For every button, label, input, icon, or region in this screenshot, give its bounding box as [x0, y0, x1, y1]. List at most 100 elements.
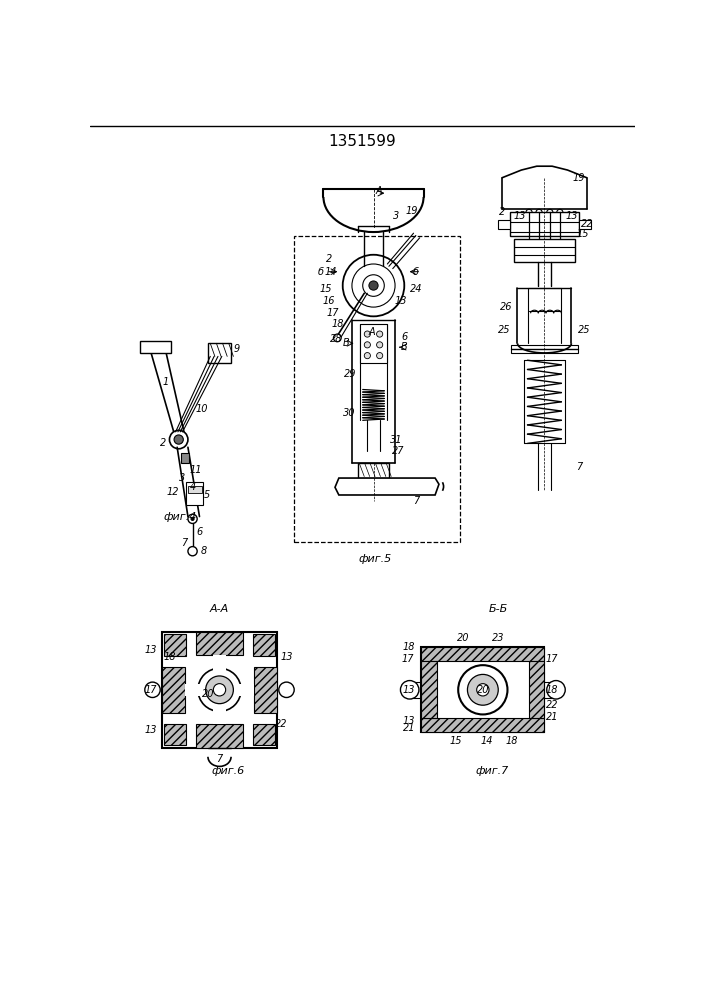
- Text: 19: 19: [573, 173, 585, 183]
- Text: 12: 12: [166, 487, 179, 497]
- Polygon shape: [185, 684, 254, 696]
- Circle shape: [547, 681, 565, 699]
- Bar: [187, 482, 204, 505]
- Text: 16: 16: [322, 296, 335, 306]
- Polygon shape: [253, 724, 275, 745]
- Circle shape: [364, 353, 370, 359]
- Bar: [162, 632, 277, 748]
- Text: 7: 7: [413, 496, 419, 506]
- Polygon shape: [254, 667, 277, 713]
- Text: 5: 5: [204, 490, 210, 500]
- Text: 19: 19: [406, 206, 419, 216]
- Text: 29: 29: [344, 369, 356, 379]
- Bar: [358, 463, 389, 478]
- Text: 22: 22: [580, 219, 593, 229]
- Text: 28: 28: [330, 334, 343, 344]
- Bar: [188, 486, 201, 493]
- Polygon shape: [181, 453, 189, 463]
- Text: 13: 13: [403, 716, 415, 726]
- Text: 22: 22: [546, 700, 559, 710]
- Circle shape: [279, 682, 294, 698]
- Text: 14: 14: [481, 736, 493, 746]
- Text: А-А: А-А: [210, 604, 229, 614]
- Circle shape: [477, 684, 489, 696]
- Bar: [514, 239, 575, 262]
- Text: 1: 1: [163, 377, 169, 387]
- Text: 27: 27: [392, 446, 404, 456]
- Polygon shape: [164, 724, 186, 745]
- Text: 13: 13: [280, 652, 293, 662]
- Text: 18: 18: [506, 736, 518, 746]
- Polygon shape: [197, 724, 243, 748]
- Text: 25: 25: [498, 325, 510, 335]
- Text: 17: 17: [546, 654, 559, 664]
- Text: 26: 26: [500, 302, 512, 312]
- Text: 13: 13: [565, 211, 578, 221]
- Text: 6: 6: [197, 527, 203, 537]
- Polygon shape: [335, 478, 439, 495]
- Text: 3: 3: [394, 211, 399, 221]
- Circle shape: [400, 681, 419, 699]
- Text: 2: 2: [160, 438, 166, 448]
- Circle shape: [364, 331, 370, 337]
- Text: A: A: [368, 327, 375, 337]
- Text: 15: 15: [577, 229, 589, 239]
- Text: 21: 21: [403, 723, 415, 733]
- Text: 11: 11: [189, 465, 202, 475]
- Polygon shape: [421, 647, 544, 661]
- Circle shape: [188, 514, 197, 523]
- Circle shape: [174, 435, 183, 444]
- Circle shape: [188, 547, 197, 556]
- Text: A: A: [376, 186, 382, 196]
- Text: Б-Б: Б-Б: [489, 604, 508, 614]
- Polygon shape: [253, 634, 275, 656]
- Text: 15: 15: [320, 284, 332, 294]
- Text: 13: 13: [395, 296, 407, 306]
- Text: 13: 13: [513, 211, 526, 221]
- Circle shape: [206, 676, 233, 704]
- Text: фиг.7: фиг.7: [475, 766, 508, 776]
- Polygon shape: [164, 634, 186, 656]
- Circle shape: [458, 665, 508, 714]
- Text: 18: 18: [163, 652, 176, 662]
- Text: 6: 6: [401, 332, 407, 342]
- Circle shape: [377, 342, 382, 348]
- Text: б: б: [413, 267, 419, 277]
- Text: 8: 8: [200, 546, 206, 556]
- Circle shape: [170, 430, 188, 449]
- Text: фиг.6: фиг.6: [212, 766, 245, 776]
- Text: 2: 2: [326, 254, 332, 264]
- Text: 14: 14: [325, 267, 337, 277]
- Text: 25: 25: [578, 325, 591, 335]
- Polygon shape: [421, 718, 544, 732]
- Text: 30: 30: [343, 408, 355, 418]
- Circle shape: [145, 682, 160, 698]
- Polygon shape: [162, 667, 185, 713]
- Text: 21: 21: [546, 712, 559, 722]
- Circle shape: [467, 674, 498, 705]
- Text: 10: 10: [196, 404, 208, 414]
- Text: 4: 4: [190, 482, 197, 492]
- Bar: [511, 345, 578, 353]
- Circle shape: [377, 331, 382, 337]
- Text: фиг.5: фиг.5: [358, 554, 392, 564]
- Text: 9: 9: [233, 344, 240, 354]
- Text: 17: 17: [145, 685, 157, 695]
- Bar: [208, 343, 231, 363]
- Polygon shape: [529, 661, 544, 718]
- Polygon shape: [214, 655, 226, 724]
- Circle shape: [377, 353, 382, 359]
- Text: 7: 7: [216, 754, 223, 764]
- Text: 18: 18: [403, 642, 415, 652]
- Text: В: В: [343, 338, 350, 348]
- Bar: [421, 647, 544, 732]
- Text: 23: 23: [492, 633, 505, 643]
- Text: 7: 7: [181, 538, 187, 548]
- Text: б: б: [318, 267, 324, 277]
- Text: 2: 2: [499, 207, 506, 217]
- Text: фиг.4: фиг.4: [163, 512, 197, 522]
- Text: 1351599: 1351599: [328, 134, 396, 149]
- Bar: [294, 235, 460, 542]
- Circle shape: [214, 684, 226, 696]
- Text: 17: 17: [401, 654, 414, 664]
